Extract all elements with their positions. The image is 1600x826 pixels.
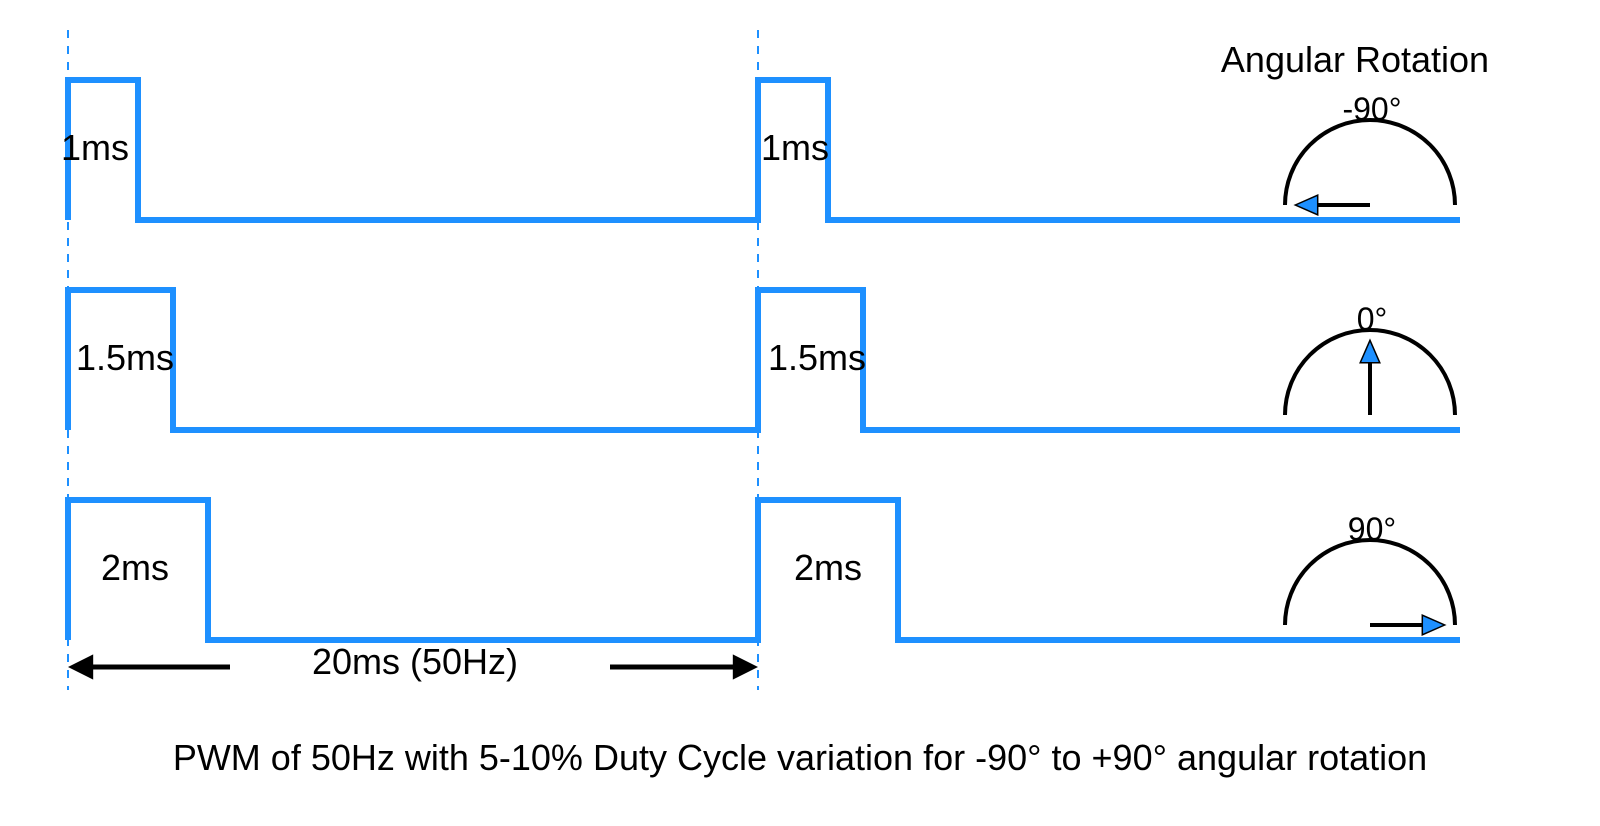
gauge-pointer-head — [1295, 195, 1317, 215]
pulse-width-label: 1.5ms — [768, 337, 866, 378]
pulse-width-label: 2ms — [794, 547, 862, 588]
angle-label: 0° — [1357, 301, 1388, 337]
pulse-width-label: 2ms — [101, 547, 169, 588]
pwm-waveform — [68, 500, 1460, 640]
period-label: 20ms (50Hz) — [312, 641, 518, 682]
gauge-arc — [1285, 540, 1455, 625]
period-arrow-head-left — [68, 654, 93, 679]
pwm-diagram: 1ms 1ms -90° 1.5ms 1.5ms 0° 2ms 2ms 90° Angular R… — [0, 0, 1600, 826]
gauge-pointer-head — [1360, 340, 1380, 362]
angle-label: 90° — [1348, 511, 1396, 547]
pulse-width-label: 1ms — [61, 127, 129, 168]
diagram-title: Angular Rotation — [1221, 39, 1489, 80]
pulse-width-label: 1.5ms — [76, 337, 174, 378]
diagram-caption: PWM of 50Hz with 5-10% Duty Cycle variat… — [173, 737, 1427, 778]
gauge-arc — [1285, 120, 1455, 205]
gauge-pointer-head — [1422, 615, 1444, 635]
period-arrow-head-right — [733, 654, 758, 679]
pwm-waveform — [68, 290, 1460, 430]
pulse-width-label: 1ms — [761, 127, 829, 168]
angle-label: -90° — [1342, 91, 1401, 127]
